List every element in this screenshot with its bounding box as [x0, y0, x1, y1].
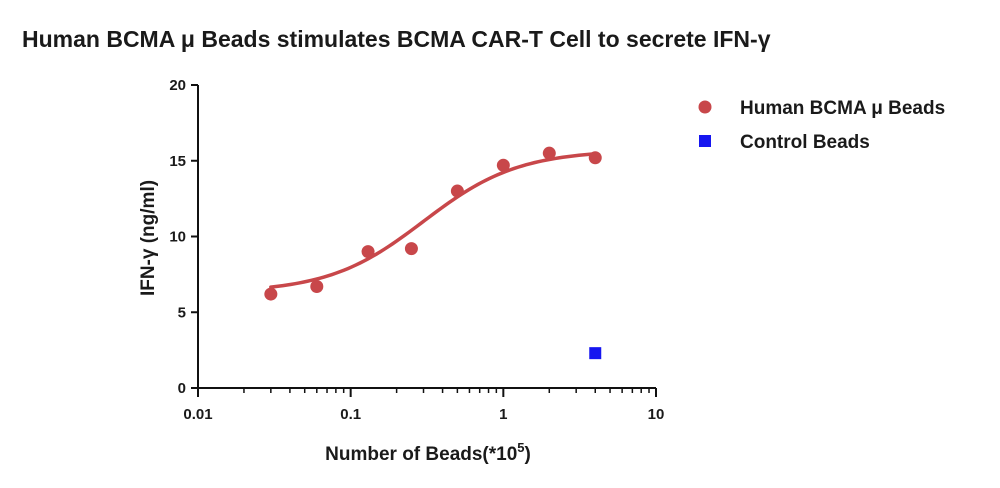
y-tick-label: 10	[169, 229, 186, 246]
y-tick-label: 5	[178, 304, 186, 321]
x-tick-label: 0.01	[183, 406, 212, 423]
x-tick-label: 1	[499, 406, 507, 423]
legend-entry: Human BCMA μ Beads	[698, 98, 945, 119]
y-tick-label: 15	[169, 153, 186, 170]
legend-marker-square	[699, 135, 711, 147]
data-point-circle	[264, 287, 278, 301]
legend-label: Human BCMA μ Beads	[740, 98, 945, 119]
y-tick-label: 20	[169, 77, 186, 94]
data-point-circle	[361, 245, 375, 259]
legend-entry: Control Beads	[699, 132, 870, 153]
data-points	[264, 146, 602, 360]
data-point-circle	[404, 242, 418, 256]
fit-curve	[269, 152, 597, 289]
data-point-circle	[588, 151, 602, 165]
chart-title: Human BCMA μ Beads stimulates BCMA CAR-T…	[22, 26, 771, 52]
legend-label: Control Beads	[740, 132, 870, 153]
data-point-circle	[542, 146, 556, 160]
x-axis-title-superscript: 5	[517, 440, 524, 455]
axes: 0 5 10 15 20 0.01 0.1 1 10	[169, 77, 664, 423]
x-axis-title: Number of Beads(*105)	[325, 440, 531, 465]
data-point-circle	[450, 184, 464, 198]
y-tick-label: 0	[178, 380, 186, 397]
data-point-circle	[496, 158, 510, 172]
x-tick-label: 10	[648, 406, 665, 423]
data-point-square	[589, 347, 602, 360]
fit-curves	[269, 152, 597, 289]
x-tick-label: 0.1	[340, 406, 361, 423]
data-point-circle	[310, 279, 324, 293]
legend-marker-circle	[698, 100, 712, 114]
y-axis-title: IFN-γ (ng/ml)	[138, 180, 159, 296]
x-axis-title-main: Number of Beads(*10	[325, 444, 517, 465]
legend: Human BCMA μ Beads Control Beads	[698, 98, 945, 153]
x-axis-title-suffix: )	[525, 444, 531, 465]
